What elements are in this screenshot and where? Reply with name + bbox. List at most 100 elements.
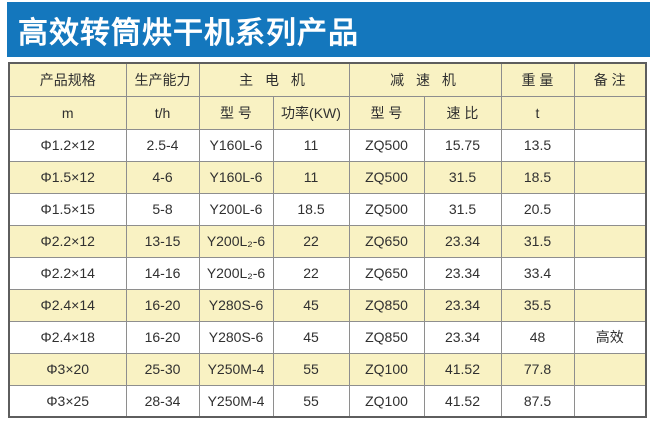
table-row: Φ1.2×12 2.5-4 Y160L-6 11 ZQ500 15.75 13.5 (8, 128, 647, 162)
table-row: Φ1.5×15 5-8 Y200L-6 18.5 ZQ500 31.5 20.5 (8, 192, 647, 226)
header-cell-weight: 重 量 (500, 62, 575, 97)
table-cell: ZQ850 (348, 288, 425, 322)
table-body: Φ1.2×12 2.5-4 Y160L-6 11 ZQ500 15.75 13.5 Φ1.5×… (8, 128, 647, 418)
table-cell: ZQ850 (348, 320, 425, 354)
table-cell: ZQ100 (348, 384, 425, 418)
table-cell: Φ1.2×12 (8, 128, 127, 162)
table-cell: 45 (272, 288, 350, 322)
subheader-cell-spec-unit: m (8, 95, 127, 130)
table-cell: 2.5-4 (125, 128, 200, 162)
table-cell: Φ1.5×12 (8, 160, 127, 194)
table-cell: ZQ650 (348, 224, 425, 258)
table-cell: Φ2.2×14 (8, 256, 127, 290)
subheader-cell-motor-power: 功率(KW) (272, 95, 350, 130)
table-row: Φ2.4×18 16-20 Y280S-6 45 ZQ850 23.34 48 高效 (8, 320, 647, 354)
table-row: Φ2.2×12 13-15 Y200L₂-6 22 ZQ650 23.34 31.5 (8, 224, 647, 258)
table-cell: ZQ500 (348, 192, 425, 226)
table-cell: 23.34 (423, 288, 502, 322)
table-row: Φ3×25 28-34 Y250M-4 55 ZQ100 41.52 87.5 (8, 384, 647, 418)
subheader-cell-weight-unit: t (500, 95, 575, 130)
table-cell: 45 (272, 320, 350, 354)
table-cell: Y200L₂-6 (198, 224, 274, 258)
spec-table: 产品规格 生产能力 主 电 机 减 速 机 重 量 备 注 m t/h 型 号 … (8, 62, 647, 418)
table-cell: Y160L-6 (198, 160, 274, 194)
table-cell: 15.75 (423, 128, 502, 162)
table-cell: 35.5 (500, 288, 575, 322)
subheader-cell-motor-model: 型 号 (198, 95, 274, 130)
table-cell: 87.5 (500, 384, 575, 418)
table-header: 产品规格 生产能力 主 电 机 减 速 机 重 量 备 注 m t/h 型 号 … (8, 62, 647, 130)
header-cell-capacity: 生产能力 (125, 62, 200, 97)
table-cell: 28-34 (125, 384, 200, 418)
table-cell: 16-20 (125, 320, 200, 354)
table-cell: 33.4 (500, 256, 575, 290)
subheader-cell-capacity-unit: t/h (125, 95, 200, 130)
table-cell: Y280S-6 (198, 288, 274, 322)
table-cell: 11 (272, 128, 350, 162)
table-cell: 22 (272, 256, 350, 290)
table-cell: Y160L-6 (198, 128, 274, 162)
table-cell: ZQ500 (348, 160, 425, 194)
table-cell: Y250M-4 (198, 352, 274, 386)
table-row: Φ2.2×14 14-16 Y200L₂-6 22 ZQ650 23.34 33.4 (8, 256, 647, 290)
table-cell: 高效 (573, 320, 647, 354)
table-cell: 13.5 (500, 128, 575, 162)
table-cell: Y280S-6 (198, 320, 274, 354)
table-cell: 31.5 (423, 160, 502, 194)
table-cell: 48 (500, 320, 575, 354)
title-bar: 高效转筒烘干机系列产品 (7, 2, 650, 57)
table-cell: 55 (272, 384, 350, 418)
table-cell: 18.5 (272, 192, 350, 226)
table-cell: Φ2.4×14 (8, 288, 127, 322)
table-cell: Φ2.4×18 (8, 320, 127, 354)
header-cell-remark: 备 注 (573, 62, 647, 97)
table-cell (573, 288, 647, 322)
table-cell: 31.5 (500, 224, 575, 258)
table-cell: 31.5 (423, 192, 502, 226)
table-cell: 25-30 (125, 352, 200, 386)
table-cell: 41.52 (423, 352, 502, 386)
table-cell: 4-6 (125, 160, 200, 194)
table-cell: 55 (272, 352, 350, 386)
table-cell: 16-20 (125, 288, 200, 322)
table-cell: Φ3×25 (8, 384, 127, 418)
table-cell (573, 352, 647, 386)
header-cell-reducer: 减 速 机 (348, 62, 502, 97)
page-title: 高效转筒烘干机系列产品 (18, 16, 359, 50)
table-cell: ZQ100 (348, 352, 425, 386)
table-cell: 11 (272, 160, 350, 194)
table-cell: 23.34 (423, 320, 502, 354)
table-cell: 77.8 (500, 352, 575, 386)
table-cell: 20.5 (500, 192, 575, 226)
table-cell: Y200L₂-6 (198, 256, 274, 290)
table-cell: 22 (272, 224, 350, 258)
subheader-cell-reducer-ratio: 速 比 (423, 95, 502, 130)
table-cell: 23.34 (423, 224, 502, 258)
subheader-cell-reducer-model: 型 号 (348, 95, 425, 130)
table-row: Φ3×20 25-30 Y250M-4 55 ZQ100 41.52 77.8 (8, 352, 647, 386)
table-cell: 23.34 (423, 256, 502, 290)
table-cell: Φ3×20 (8, 352, 127, 386)
table-cell: ZQ650 (348, 256, 425, 290)
table-cell: 14-16 (125, 256, 200, 290)
table-cell (573, 256, 647, 290)
header-row-units: m t/h 型 号 功率(KW) 型 号 速 比 t (8, 95, 647, 130)
table-cell: Φ2.2×12 (8, 224, 127, 258)
table-cell: 18.5 (500, 160, 575, 194)
table-cell (573, 384, 647, 418)
table-cell: ZQ500 (348, 128, 425, 162)
header-cell-spec: 产品规格 (8, 62, 127, 97)
subheader-cell-remark-blank (573, 95, 647, 130)
table-row: Φ1.5×12 4-6 Y160L-6 11 ZQ500 31.5 18.5 (8, 160, 647, 194)
header-cell-main-motor: 主 电 机 (198, 62, 350, 97)
table-row: Φ2.4×14 16-20 Y280S-6 45 ZQ850 23.34 35.5 (8, 288, 647, 322)
table-cell: Y250M-4 (198, 384, 274, 418)
table-cell (573, 192, 647, 226)
table-cell: 41.52 (423, 384, 502, 418)
table-cell: 13-15 (125, 224, 200, 258)
table-cell: 5-8 (125, 192, 200, 226)
table-cell: Φ1.5×15 (8, 192, 127, 226)
table-cell: Y200L-6 (198, 192, 274, 226)
table-cell (573, 128, 647, 162)
